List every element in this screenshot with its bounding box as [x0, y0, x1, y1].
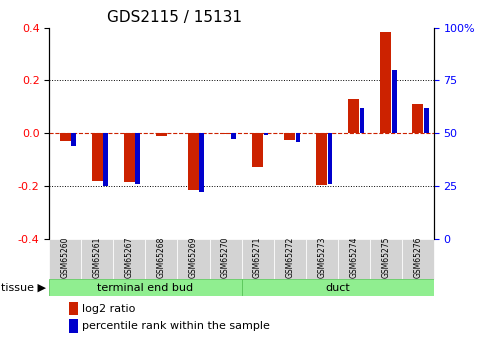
FancyBboxPatch shape	[113, 239, 145, 279]
Bar	[188, 133, 199, 190]
Bar	[316, 133, 327, 185]
Bar	[296, 133, 300, 141]
Text: GSM65267: GSM65267	[125, 236, 134, 278]
FancyBboxPatch shape	[274, 239, 306, 279]
Text: terminal end bud: terminal end bud	[98, 283, 193, 293]
Bar	[264, 133, 268, 135]
Text: log2 ratio: log2 ratio	[82, 304, 136, 314]
Bar	[252, 133, 263, 167]
FancyBboxPatch shape	[49, 239, 81, 279]
Bar	[156, 133, 167, 136]
Text: GSM65274: GSM65274	[349, 236, 358, 278]
Text: tissue ▶: tissue ▶	[1, 283, 46, 293]
FancyBboxPatch shape	[177, 239, 210, 279]
Text: percentile rank within the sample: percentile rank within the sample	[82, 321, 270, 331]
Bar	[348, 99, 359, 133]
FancyBboxPatch shape	[370, 239, 402, 279]
Text: duct: duct	[325, 283, 350, 293]
Text: GSM65272: GSM65272	[285, 236, 294, 278]
Bar	[104, 133, 108, 186]
Bar	[328, 133, 332, 184]
Bar	[69, 302, 78, 315]
FancyBboxPatch shape	[242, 279, 434, 296]
Text: GSM65268: GSM65268	[157, 236, 166, 278]
Bar	[136, 133, 140, 184]
Bar	[392, 70, 396, 133]
Bar	[200, 133, 204, 192]
FancyBboxPatch shape	[402, 239, 434, 279]
FancyBboxPatch shape	[210, 239, 242, 279]
Bar	[71, 133, 76, 146]
Text: GSM65260: GSM65260	[61, 236, 70, 278]
Text: GDS2115 / 15131: GDS2115 / 15131	[107, 10, 242, 25]
Bar	[69, 319, 78, 333]
Text: GSM65276: GSM65276	[413, 236, 423, 278]
Bar	[380, 31, 391, 133]
Text: GSM65261: GSM65261	[93, 236, 102, 278]
FancyBboxPatch shape	[338, 239, 370, 279]
Text: GSM65273: GSM65273	[317, 236, 326, 278]
Text: GSM65275: GSM65275	[381, 236, 390, 278]
Text: GSM65270: GSM65270	[221, 236, 230, 278]
Text: GSM65269: GSM65269	[189, 236, 198, 278]
Bar	[284, 133, 295, 140]
Text: GSM65271: GSM65271	[253, 236, 262, 278]
FancyBboxPatch shape	[145, 239, 177, 279]
FancyBboxPatch shape	[242, 239, 274, 279]
Bar	[92, 133, 103, 181]
FancyBboxPatch shape	[81, 239, 113, 279]
Bar	[360, 108, 364, 133]
Bar	[220, 133, 231, 135]
Bar	[124, 133, 135, 182]
FancyBboxPatch shape	[49, 279, 242, 296]
FancyBboxPatch shape	[306, 239, 338, 279]
Bar	[60, 133, 71, 141]
Bar	[412, 104, 423, 133]
Bar	[424, 108, 428, 133]
Bar	[232, 133, 236, 139]
